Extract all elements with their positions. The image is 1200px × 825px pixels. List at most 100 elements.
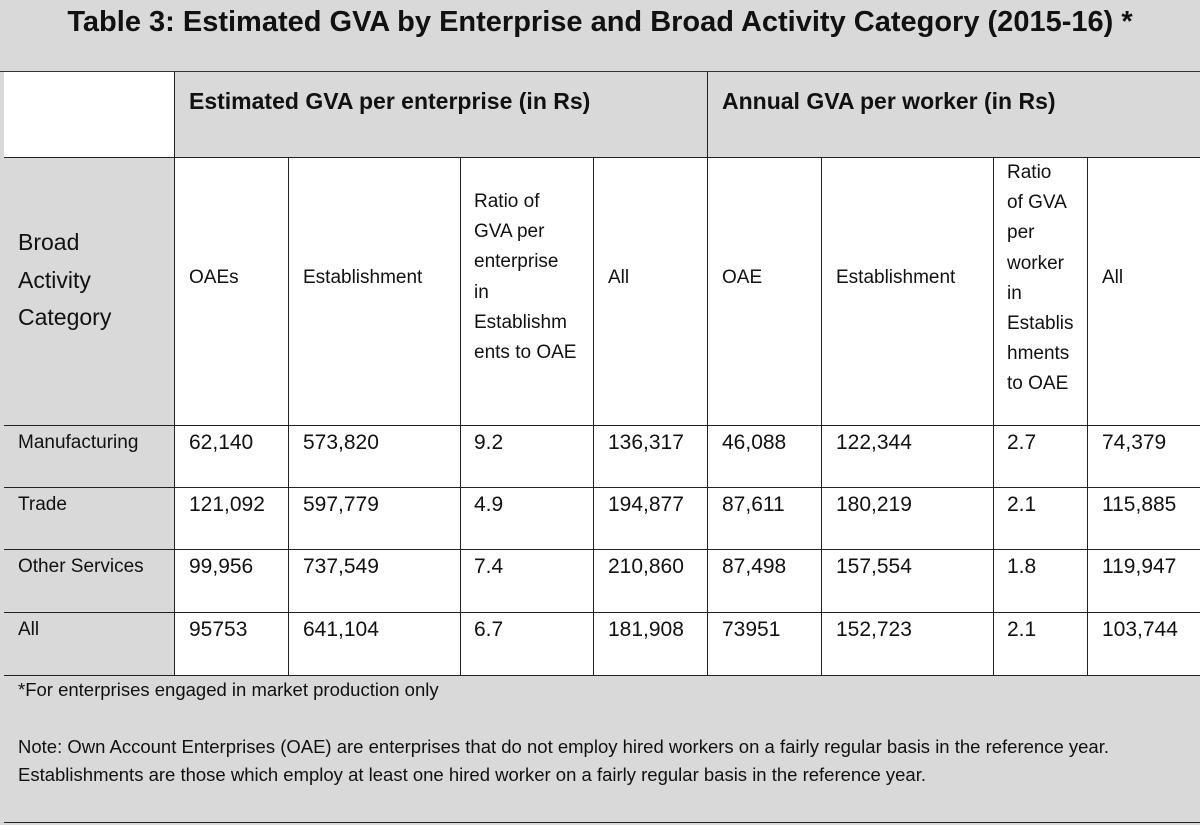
value-cell: 136,317 (594, 426, 708, 488)
value-cell: 115,885 (1088, 488, 1200, 550)
ratio-enterprise-line: ents to OAE (474, 342, 577, 364)
value-text: 6.7 (474, 618, 504, 641)
value-cell: 4.9 (461, 488, 594, 550)
col-header-oaes-label: OAEs (189, 267, 239, 288)
group-header-per-enterprise: Estimated GVA per enterprise (in Rs) (175, 72, 708, 158)
col-header-category: Broad Activity Category (4, 158, 175, 426)
value-cell: 737,549 (289, 550, 461, 613)
value-text: 136,317 (608, 431, 684, 454)
row-category-label: Trade (18, 494, 67, 515)
category-line-1: Broad (18, 229, 80, 255)
col-header-category-label: Broad Activity Category (18, 224, 111, 337)
title-bar: Table 3: Estimated GVA by Enterprise and… (0, 0, 1200, 72)
col-header-all-2: All (1088, 158, 1200, 426)
row-category-cell: Trade (4, 488, 175, 550)
ratio-worker-line: worker (1007, 252, 1065, 274)
value-cell: 119,947 (1088, 550, 1200, 613)
col-header-oae: OAE (708, 158, 822, 426)
value-cell: 87,611 (708, 488, 822, 550)
col-header-ratio-enterprise-label: Ratio of GVA per enterprise in Establish… (474, 187, 576, 368)
ratio-worker-line: Ratio (1007, 162, 1052, 183)
value-text: 87,611 (722, 493, 785, 516)
value-cell: 194,877 (594, 488, 708, 550)
ratio-worker-line: hments (1007, 343, 1070, 365)
value-text: 74,379 (1102, 431, 1167, 454)
value-text: 210,860 (608, 555, 684, 578)
ratio-worker-line: per (1007, 222, 1035, 244)
value-cell: 7.4 (461, 550, 594, 613)
row-category-label: Other Services (18, 556, 144, 577)
col-header-establishment-2: Establishment (822, 158, 994, 426)
value-cell: 152,723 (822, 613, 994, 676)
value-text: 157,554 (836, 555, 912, 578)
value-text: 46,088 (722, 431, 787, 454)
col-header-ratio-worker-label: Ratio of GVA per worker in Establis hmen… (1007, 158, 1074, 400)
corner-cell (4, 72, 175, 158)
group-header-per-worker: Annual GVA per worker (in Rs) (708, 72, 1200, 158)
value-cell: 2.1 (994, 613, 1088, 676)
ratio-worker-line: in (1007, 282, 1022, 304)
col-header-all-1: All (594, 158, 708, 426)
value-cell: 1.8 (994, 550, 1088, 613)
value-text: 4.9 (474, 493, 504, 516)
value-cell: 73951 (708, 613, 822, 676)
frame-bottom-border (4, 822, 1200, 823)
category-line-3: Category (18, 304, 112, 330)
value-text: 641,104 (303, 618, 379, 641)
ratio-worker-line: of GVA (1007, 192, 1067, 214)
value-text: 152,723 (836, 618, 912, 641)
col-header-all-2-label: All (1102, 267, 1124, 288)
value-cell: 181,908 (594, 613, 708, 676)
value-cell: 180,219 (822, 488, 994, 550)
ratio-worker-line: to OAE (1007, 373, 1069, 395)
value-text: 1.8 (1007, 555, 1037, 578)
value-text: 181,908 (608, 618, 684, 641)
value-cell: 9.2 (461, 426, 594, 488)
col-header-oae-label: OAE (722, 267, 763, 288)
col-header-ratio-enterprise: Ratio of GVA per enterprise in Establish… (461, 158, 594, 426)
col-header-establishment-1: Establishment (289, 158, 461, 426)
row-category-cell: Manufacturing (4, 426, 175, 488)
value-cell: 74,379 (1088, 426, 1200, 488)
value-text: 2.7 (1007, 431, 1037, 454)
value-text: 62,140 (189, 431, 254, 454)
value-text: 2.1 (1007, 618, 1037, 641)
value-cell: 62,140 (175, 426, 289, 488)
value-text: 573,820 (303, 431, 379, 454)
footnote: *For enterprises engaged in market produ… (18, 679, 439, 700)
value-cell: 121,092 (175, 488, 289, 550)
ratio-enterprise-line: Ratio of (474, 191, 540, 212)
value-text: 194,877 (608, 493, 684, 516)
value-cell: 95753 (175, 613, 289, 676)
ratio-enterprise-line: GVA per (474, 221, 545, 243)
value-text: 597,779 (303, 493, 379, 516)
col-header-ratio-worker: Ratio of GVA per worker in Establis hmen… (994, 158, 1088, 426)
col-header-establishment-1-label: Establishment (303, 267, 423, 288)
value-cell: 103,744 (1088, 613, 1200, 676)
group-header-per-enterprise-label: Estimated GVA per enterprise (in Rs) (189, 88, 591, 114)
value-cell: 597,779 (289, 488, 461, 550)
notes-area: *For enterprises engaged in market produ… (0, 676, 1200, 825)
value-cell: 641,104 (289, 613, 461, 676)
value-text: 122,344 (836, 431, 912, 454)
ratio-enterprise-line: enterprise (474, 251, 559, 273)
row-category-cell: Other Services (4, 550, 175, 613)
ratio-worker-line: Establis (1007, 313, 1074, 335)
category-line-2: Activity (18, 266, 91, 293)
value-cell: 87,498 (708, 550, 822, 613)
row-category-label: Manufacturing (18, 432, 139, 453)
value-cell: 157,554 (822, 550, 994, 613)
value-cell: 210,860 (594, 550, 708, 613)
note-line-1: Note: Own Account Enterprises (OAE) are … (18, 736, 1109, 757)
ratio-enterprise-line: Establishm (474, 311, 567, 333)
value-cell: 99,956 (175, 550, 289, 613)
value-text: 99,956 (189, 555, 254, 578)
row-category-label: All (18, 619, 40, 640)
value-text: 115,885 (1102, 493, 1177, 516)
value-text: 87,498 (722, 555, 787, 578)
value-cell: 573,820 (289, 426, 461, 488)
value-cell: 2.7 (994, 426, 1088, 488)
value-text: 121,092 (189, 493, 265, 516)
col-header-all-1-label: All (608, 267, 630, 288)
value-text: 73951 (722, 618, 781, 641)
